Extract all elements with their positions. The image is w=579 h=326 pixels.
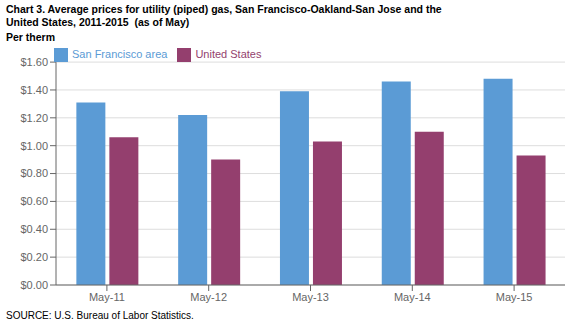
svg-text:$0.20: $0.20 bbox=[20, 251, 48, 263]
svg-text:May-14: May-14 bbox=[394, 291, 431, 303]
svg-text:$0.80: $0.80 bbox=[20, 167, 48, 179]
svg-text:$1.00: $1.00 bbox=[20, 140, 48, 152]
svg-text:May-15: May-15 bbox=[496, 291, 533, 303]
html-text:United States: United States bbox=[195, 48, 262, 60]
svg-text:$1.60: $1.60 bbox=[20, 56, 48, 68]
html-text:Chart 3. Average prices for ut: Chart 3. Average prices for utility (pip… bbox=[6, 3, 442, 15]
svg-text:$1.20: $1.20 bbox=[20, 112, 48, 124]
svg-text:May-12: May-12 bbox=[190, 291, 227, 303]
svg-text:May-13: May-13 bbox=[292, 291, 329, 303]
svg-text:$0.00: $0.00 bbox=[20, 279, 48, 291]
html-text:Per therm: Per therm bbox=[6, 31, 55, 43]
svg-text:$0.60: $0.60 bbox=[20, 195, 48, 207]
svg-text:May-11: May-11 bbox=[89, 291, 125, 303]
svg-text:$1.40: $1.40 bbox=[20, 84, 48, 96]
html-text:United States, 2011-2015 (as o: United States, 2011-2015 (as of May) bbox=[6, 16, 190, 28]
svg-text:$0.40: $0.40 bbox=[20, 223, 48, 235]
html-text:SOURCE: U.S. Bureau of Labor S: SOURCE: U.S. Bureau of Labor Statistics. bbox=[6, 310, 194, 321]
html-text:San Francisco area: San Francisco area bbox=[72, 48, 168, 60]
